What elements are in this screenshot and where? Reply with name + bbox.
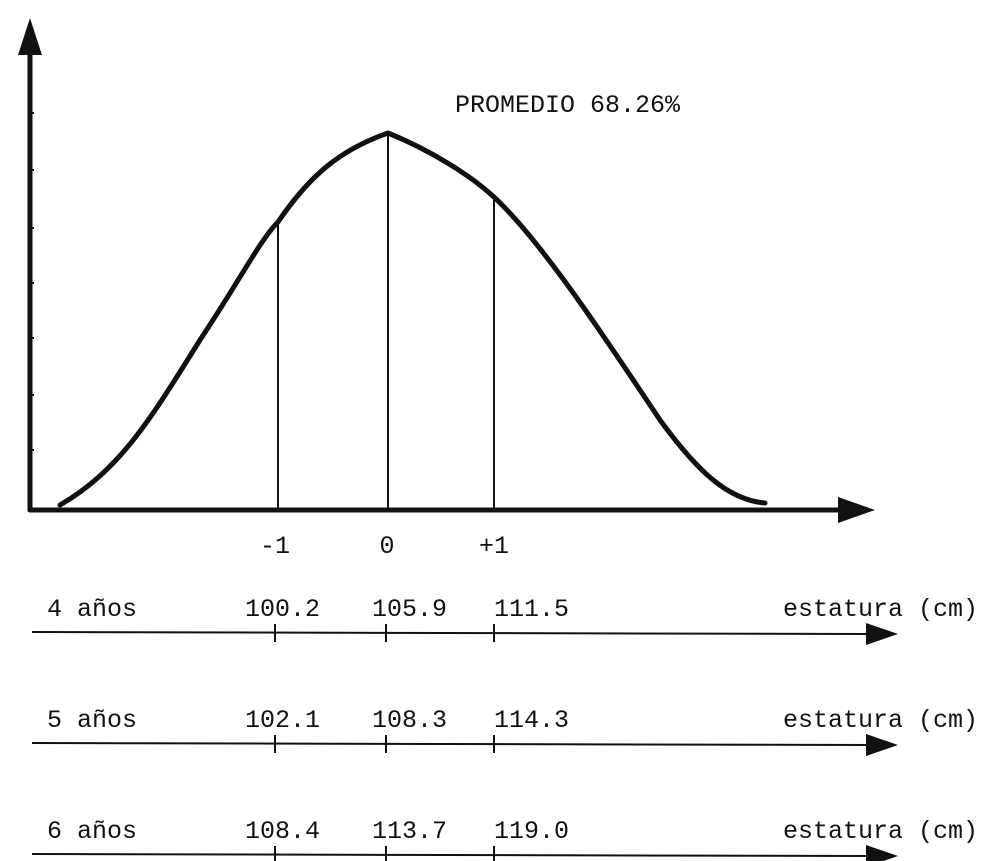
height-value: 100.2 [245, 595, 320, 624]
normal-curve [57, 130, 768, 508]
sd-label: -1 [260, 532, 290, 561]
sd-label: +1 [479, 532, 509, 561]
y-ticks [30, 112, 34, 451]
height-value: 119.0 [494, 817, 569, 846]
sd-label: 0 [379, 532, 394, 561]
scales: 4 años 100.2 105.9 111.5 estatura (cm) 5 años… [31, 595, 978, 861]
y-arrow [18, 18, 42, 55]
height-value: 113.7 [372, 817, 447, 846]
scale-arrow [866, 623, 898, 645]
scale-line [31, 853, 871, 857]
scale-arrow [866, 845, 898, 861]
scale-arrow [866, 734, 898, 756]
unit-label: estatura (cm) [783, 595, 978, 624]
age-label: 5 años [47, 706, 137, 735]
height-value: 114.3 [494, 706, 569, 735]
unit-label: estatura (cm) [783, 817, 978, 846]
x-arrow [838, 497, 875, 523]
age-label: 6 años [47, 817, 137, 846]
height-value: 108.4 [245, 817, 320, 846]
height-value: 102.1 [245, 706, 320, 735]
annotation: PROMEDIO 68.26% [455, 91, 681, 120]
age-label: 4 años [47, 595, 137, 624]
height-value: 111.5 [494, 595, 569, 624]
scale-line [31, 742, 871, 746]
height-value: 108.3 [372, 706, 447, 735]
unit-label: estatura (cm) [783, 706, 978, 735]
scale-line [31, 631, 871, 635]
height-value: 105.9 [372, 595, 447, 624]
